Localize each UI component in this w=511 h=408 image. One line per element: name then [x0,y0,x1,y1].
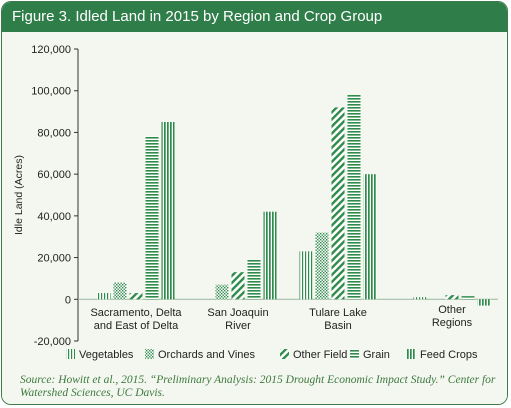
category-label: Tulare Lake [309,307,367,319]
bar-vegetables [299,251,313,300]
bar-feed-crops [477,299,491,306]
bar-feed-crops [263,211,277,300]
bar-grain [247,259,261,300]
y-axis-title: Idle Land (Acres) [13,155,25,235]
plot-background [2,32,507,404]
source-note: Source: Howitt et al., 2015. “Preliminar… [20,374,496,399]
bar-other-field [445,295,459,300]
category-label: San Joaquin [207,307,268,319]
legend-swatch [350,349,359,359]
bar-vegetables [97,293,111,300]
bar-other-field [129,293,143,300]
bar-other-field [331,107,345,300]
bar-orchards-and-vines [113,282,127,300]
bar-grain [461,296,475,300]
legend-label: Grain [363,349,390,361]
category-label: Basin [324,320,352,332]
category-label: Sacramento, Delta [90,307,182,319]
y-tick-label: -20,000 [34,336,71,348]
y-tick-label: 60,000 [37,169,71,181]
category-label: River [225,320,251,332]
y-tick-label: 0 [65,294,71,306]
bar-chart: -20,000 0 20,000 40,000 60,000 80,000 100,000 1… [13,44,498,361]
legend-item: Grain [350,349,390,361]
legend-swatch [66,349,75,359]
chart-axes: -20,000 0 20,000 40,000 60,000 80,000 100,000 1… [13,44,498,348]
bar-feed-crops [161,122,175,300]
legend-swatch [407,349,416,359]
legend-label: Feed Crops [420,349,478,361]
legend-item: Orchards and Vines [145,349,256,361]
bar-orchards-and-vines [315,232,329,300]
y-tick-label: 80,000 [37,127,71,139]
bar-feed-crops [363,174,377,300]
y-tick-label: 40,000 [37,211,71,223]
category-label: and East of Delta [94,320,179,332]
category-label: Other [438,304,466,316]
bar-orchards-and-vines [215,284,229,300]
bar-grain [347,94,361,300]
legend-item: Vegetables [66,349,134,361]
legend-swatch [145,349,154,359]
legend-item: Feed Crops [407,349,478,361]
bar-other-field [231,272,245,300]
y-tick-label: 20,000 [37,253,71,265]
legend-label: Other Field [293,349,347,361]
figure-title: Figure 3. Idled Land in 2015 by Region a… [12,8,383,25]
y-tick-label: 120,000 [31,44,71,56]
y-tick-label: 100,000 [31,86,71,98]
chart-legend: Vegetables Orchards and Vines Other Field G… [66,349,478,361]
category-label: Regions [432,317,473,329]
legend-item: Other Field [280,349,347,361]
legend-swatch [280,349,289,359]
legend-label: Vegetables [79,349,134,361]
legend-label: Orchards and Vines [158,349,256,361]
chart-bars [97,94,491,306]
bar-grain [145,136,159,300]
title-bar: Figure 3. Idled Land in 2015 by Region a… [2,2,507,32]
bar-vegetables [413,297,427,300]
